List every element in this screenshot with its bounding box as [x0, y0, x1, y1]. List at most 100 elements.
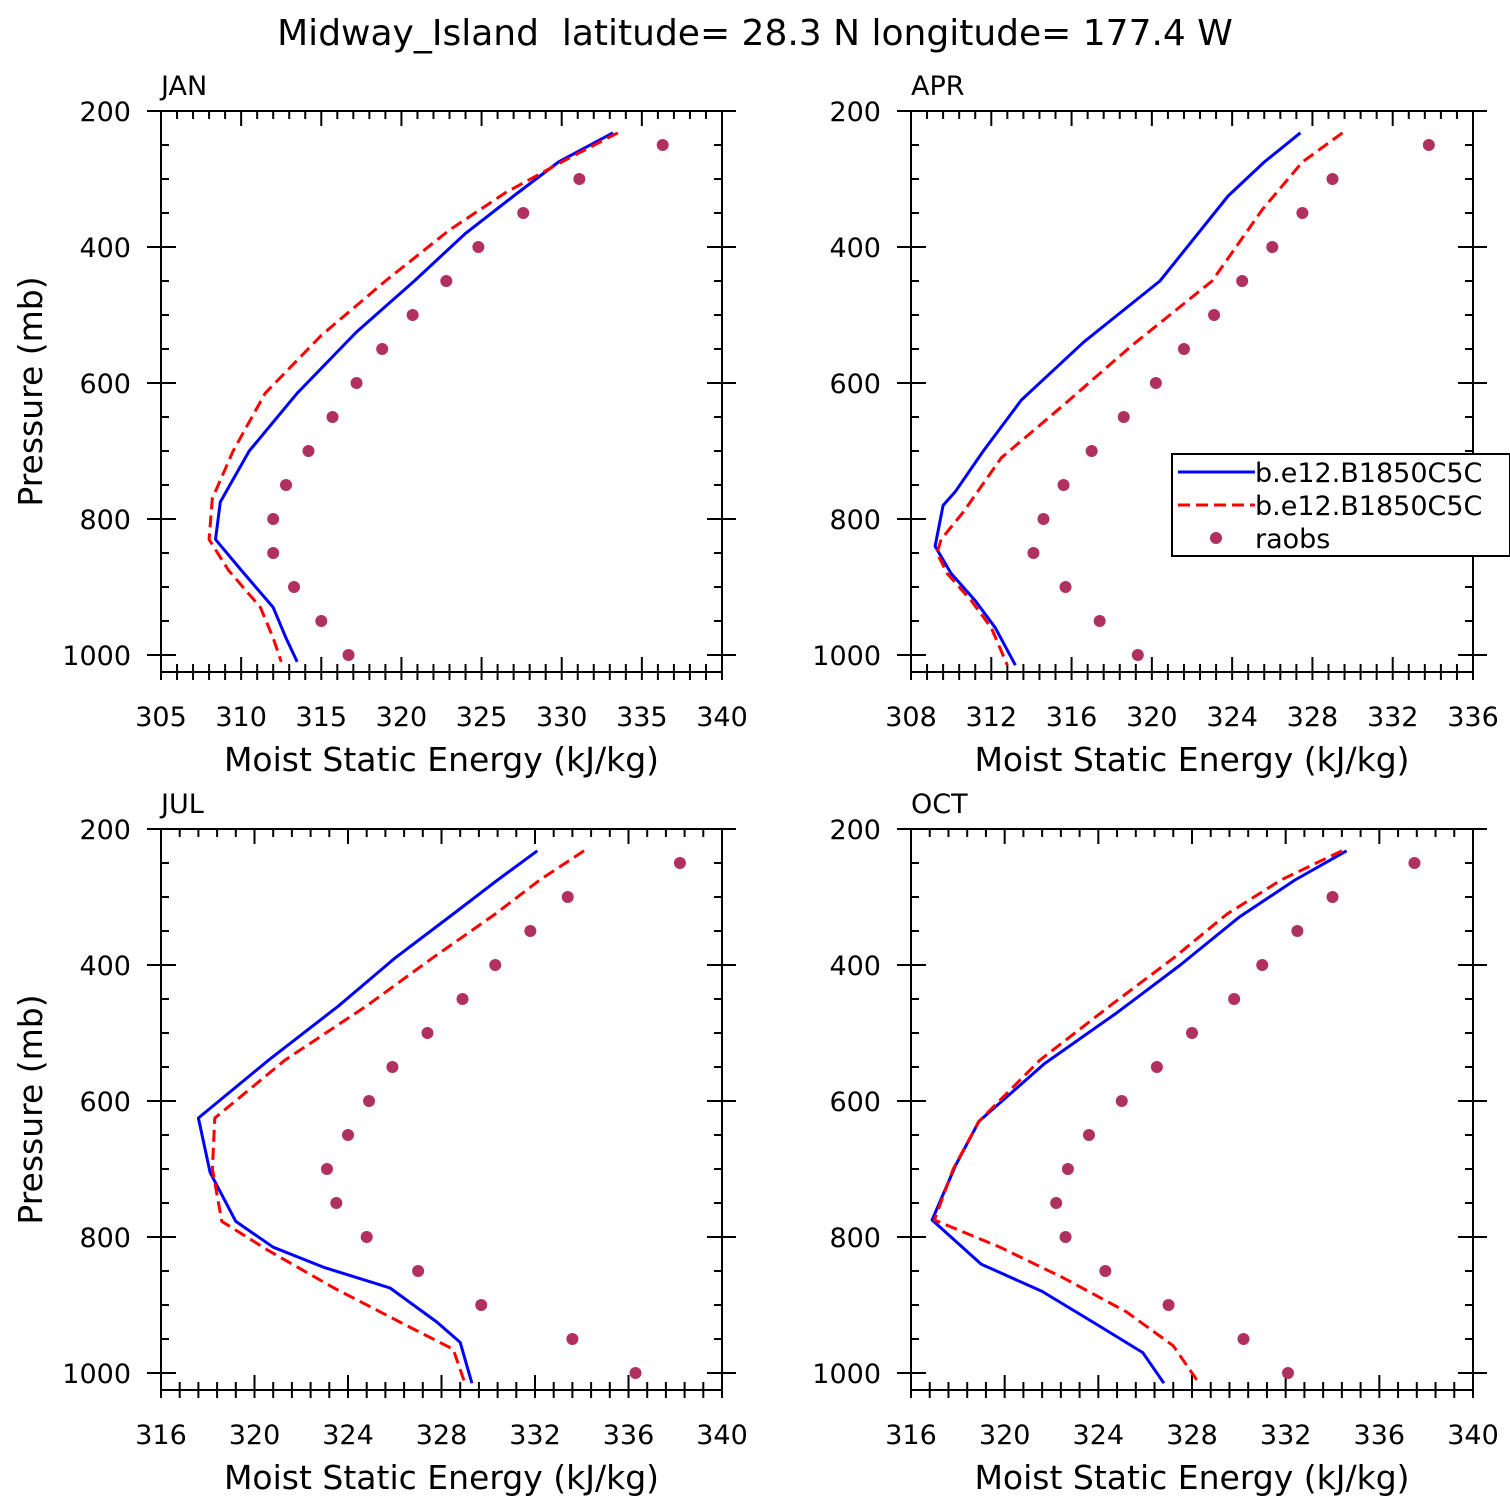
raobs-point: [475, 1299, 488, 1311]
y-tick-label: 1000: [812, 641, 881, 672]
series-line-dashed: [935, 131, 1344, 666]
x-tick-label: 332: [1367, 702, 1419, 733]
series-line-solid: [196, 849, 539, 1384]
legend-label: raobs: [1255, 524, 1330, 555]
raobs-point: [1162, 1299, 1175, 1311]
raobs-point: [1208, 309, 1221, 321]
raobs-point: [288, 581, 301, 593]
raobs-point: [517, 207, 530, 219]
raobs-point: [1177, 343, 1190, 355]
raobs-point: [1422, 139, 1435, 151]
x-tick-label: 328: [1166, 1420, 1218, 1451]
raobs-point: [566, 1333, 579, 1345]
raobs-point: [524, 925, 537, 937]
y-tick-label: 600: [79, 369, 131, 400]
x-tick-label: 320: [376, 702, 428, 733]
y-axis-label: Pressure (mb): [11, 994, 50, 1224]
legend-marker: [1210, 532, 1222, 544]
raobs-point: [1266, 241, 1279, 253]
raobs-point: [280, 479, 293, 491]
y-tick-label: 800: [79, 1223, 131, 1254]
raobs-point: [350, 377, 363, 389]
raobs-point: [1149, 377, 1162, 389]
raobs-point: [267, 547, 280, 559]
raobs-point: [1027, 547, 1040, 559]
panel-label: JUL: [159, 789, 204, 820]
panel-label: APR: [911, 71, 965, 102]
series-line-dashed: [932, 849, 1343, 1385]
x-tick-label: 332: [509, 1420, 561, 1451]
raobs-point: [656, 139, 669, 151]
plot-frame: [160, 110, 723, 673]
figure-title: Midway_Island latitude= 28.3 N longitude…: [277, 13, 1233, 54]
x-tick-label: 305: [135, 702, 187, 733]
x-axis-label: Moist Static Energy (kJ/kg): [224, 740, 659, 779]
raobs-point: [1256, 959, 1269, 971]
x-axis-label: Moist Static Energy (kJ/kg): [974, 740, 1409, 779]
raobs-point: [320, 1163, 333, 1175]
series-line-dashed: [210, 849, 585, 1384]
y-tick-label: 1000: [62, 1359, 131, 1390]
raobs-point: [1326, 173, 1339, 185]
x-tick-label: 308: [885, 702, 937, 733]
raobs-point: [342, 1129, 354, 1141]
raobs-point: [673, 857, 686, 869]
x-tick-label: 320: [979, 1420, 1031, 1451]
panel-jan: JAN 305 310 315 320 325 330 335 340 Moist Static …: [11, 71, 748, 779]
legend-label: b.e12.B1850C5C: [1255, 491, 1482, 522]
series-line-solid: [933, 131, 1302, 666]
raobs-point: [1237, 1333, 1250, 1345]
panel-jul: JUL 316 320 324 328 332 336 340 Moist Static Ene…: [11, 789, 748, 1497]
raobs-point: [1115, 1095, 1128, 1107]
x-tick-label: 324: [322, 1420, 374, 1451]
x-tick-label: 320: [1126, 702, 1178, 733]
plot-frame: [910, 110, 1474, 673]
raobs-point: [1057, 479, 1070, 491]
raobs-point: [315, 615, 328, 627]
y-axis-label: Pressure (mb): [11, 276, 50, 506]
raobs-point: [1117, 411, 1130, 423]
raobs-point: [440, 275, 453, 287]
x-axis-label: Moist Static Energy (kJ/kg): [974, 1458, 1409, 1497]
raobs-point: [406, 309, 419, 321]
x-tick-label: 310: [215, 702, 267, 733]
raobs-point: [1037, 513, 1050, 525]
raobs-point: [342, 649, 355, 661]
panel-label: OCT: [911, 789, 968, 820]
raobs-point: [456, 993, 469, 1005]
plot-frame: [910, 828, 1474, 1391]
x-tick-label: 340: [1447, 1420, 1499, 1451]
x-tick-label: 336: [603, 1420, 655, 1451]
plot-frame: [160, 828, 723, 1391]
raobs-point: [1186, 1027, 1198, 1039]
panel-label: JAN: [159, 71, 207, 102]
y-tick-label: 200: [829, 97, 881, 128]
raobs-point: [326, 411, 339, 423]
raobs-point: [412, 1265, 425, 1277]
series-line-dashed: [207, 131, 619, 663]
raobs-point: [1228, 993, 1241, 1005]
x-tick-label: 330: [536, 702, 588, 733]
x-tick-label: 312: [966, 702, 1018, 733]
raobs-point: [376, 343, 389, 355]
panel-oct: OCT 316 320 324 328 332 336 340 Moist Static Ene…: [812, 789, 1498, 1497]
y-tick-label: 400: [79, 233, 131, 264]
data-layer: [933, 131, 1435, 666]
raobs-point: [330, 1197, 343, 1209]
raobs-point: [573, 173, 586, 185]
raobs-point: [1150, 1061, 1163, 1073]
raobs-point: [1093, 615, 1106, 627]
x-tick-label: 316: [1046, 702, 1098, 733]
raobs-point: [1059, 581, 1072, 593]
raobs-point: [363, 1095, 376, 1107]
y-tick-label: 200: [829, 815, 881, 846]
x-tick-label: 324: [1206, 702, 1258, 733]
y-tick-label: 800: [829, 1223, 881, 1254]
x-tick-label: 320: [229, 1420, 281, 1451]
x-tick-label: 336: [1354, 1420, 1406, 1451]
raobs-point: [1085, 445, 1098, 457]
y-tick-label: 400: [829, 951, 881, 982]
raobs-point: [1059, 1231, 1072, 1243]
